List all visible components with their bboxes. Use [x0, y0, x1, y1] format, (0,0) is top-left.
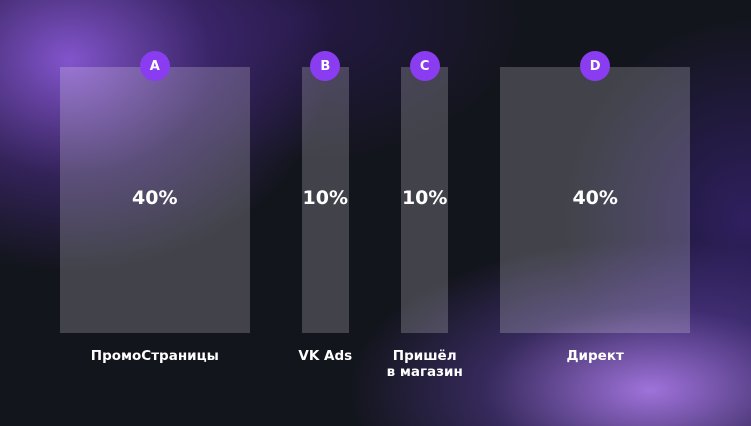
badge-d: D: [580, 51, 611, 81]
category-label-b: VK Ads: [298, 348, 353, 364]
value-label-b: 10%: [302, 187, 349, 209]
category-label-c: Пришёл в магазин: [386, 348, 463, 380]
bar-b: 10%: [301, 67, 349, 333]
badge-b: B: [310, 51, 341, 81]
bar-d: 40%: [500, 67, 690, 333]
value-label-c: 10%: [401, 187, 448, 209]
bar-c: 10%: [401, 67, 449, 333]
value-label-a: 40%: [132, 187, 178, 209]
category-label-d: Директ: [566, 348, 624, 364]
category-label-a: ПромоСтраницы: [90, 348, 219, 364]
bar-a: 40%: [60, 67, 250, 333]
value-label-d: 40%: [572, 187, 618, 209]
badge-a: A: [139, 51, 170, 81]
badge-c: C: [409, 51, 440, 81]
